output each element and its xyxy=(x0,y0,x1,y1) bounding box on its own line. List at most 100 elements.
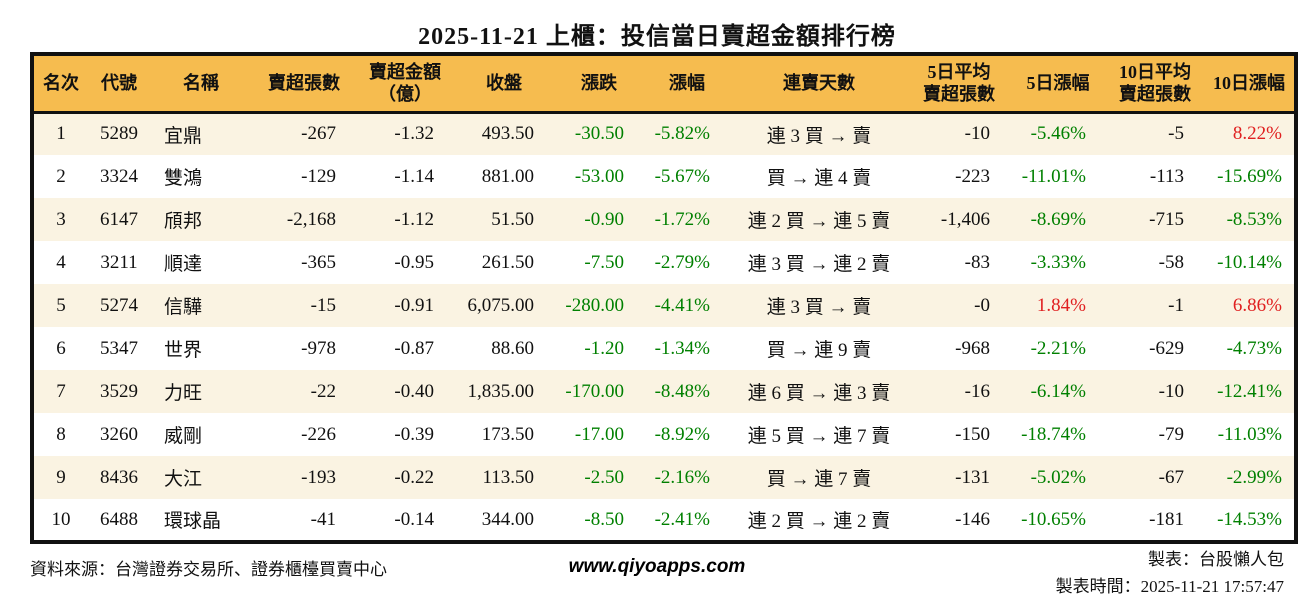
cell-stock-code: 5347 xyxy=(100,337,138,359)
cell-sell-amount: -0.22 xyxy=(394,466,434,488)
header-name: 名稱 xyxy=(183,73,219,93)
cell-pct-5d: -8.69% xyxy=(1030,208,1086,230)
cell-avg10-lots: -1 xyxy=(1168,294,1184,316)
credit-block: 製表：台股懶人包 製表時間：2025-11-21 17:57:47 xyxy=(1056,546,1284,600)
cell-avg5-lots: -1,406 xyxy=(940,208,990,230)
cell-sell-amount: -0.91 xyxy=(394,294,434,316)
cell-sell-lots: -267 xyxy=(301,123,336,145)
cell-avg10-lots: -58 xyxy=(1158,251,1184,273)
cell-pct-10d: -15.69% xyxy=(1217,165,1282,187)
cell-stock-name: 頎邦 xyxy=(164,211,203,232)
cell-stock-name: 力旺 xyxy=(164,383,203,404)
cell-pct-5d: -2.21% xyxy=(1030,337,1086,359)
cell-avg5-lots: -223 xyxy=(955,165,990,187)
header-pct-5d: 5日漲幅 xyxy=(1026,73,1090,93)
cell-avg5-lots: -968 xyxy=(955,337,990,359)
cell-avg5-lots: -83 xyxy=(964,251,990,273)
cell-pct-10d: -11.03% xyxy=(1217,423,1282,445)
cell-sell-amount: -1.14 xyxy=(394,165,434,187)
cell-change-pct: -1.34% xyxy=(654,337,710,359)
cell-sell-amount: -0.95 xyxy=(394,251,434,273)
header-change: 漲跌 xyxy=(581,73,617,93)
cell-sell-lots: -22 xyxy=(310,380,336,402)
ranking-table: 名次 代號 名稱 賣超張數 賣超金額 （億） 收盤 漲跌 漲幅 連賣天數 5日平… xyxy=(30,52,1298,544)
cell-avg5-lots: -131 xyxy=(955,466,990,488)
cell-rank: 2 xyxy=(56,165,66,187)
table-row: 6 5347 世界 -978 -0.87 88.60 -1.20 -1.34% … xyxy=(32,327,1296,370)
cell-avg5-lots: -10 xyxy=(964,123,990,145)
cell-close-price: 113.50 xyxy=(482,466,534,488)
cell-avg5-lots: -146 xyxy=(955,508,990,530)
cell-stock-code: 3324 xyxy=(100,165,138,187)
table-row: 2 3324 雙鴻 -129 -1.14 881.00 -53.00 -5.67… xyxy=(32,155,1296,198)
header-code: 代號 xyxy=(101,73,137,93)
cell-pct-10d: -8.53% xyxy=(1226,208,1282,230)
cell-pct-10d: -10.14% xyxy=(1217,251,1282,273)
table-row: 9 8436 大江 -193 -0.22 113.50 -2.50 -2.16%… xyxy=(32,456,1296,499)
cell-close-price: 493.50 xyxy=(481,123,534,145)
cell-change: -53.00 xyxy=(574,165,624,187)
cell-pct-10d: 6.86% xyxy=(1232,294,1282,316)
cell-change-pct: -8.48% xyxy=(654,380,710,402)
data-source-note: 資料來源：台灣證券交易所、證券櫃檯買賣中心 xyxy=(30,560,387,579)
cell-change-pct: -1.72% xyxy=(654,208,710,230)
cell-stock-name: 雙鴻 xyxy=(164,168,203,189)
cell-stock-name: 大江 xyxy=(164,469,203,490)
cell-stock-code: 6488 xyxy=(100,508,138,530)
table-row: 7 3529 力旺 -22 -0.40 1,835.00 -170.00 -8.… xyxy=(32,370,1296,413)
cell-sell-amount: -0.40 xyxy=(394,380,434,402)
cell-sell-lots: -41 xyxy=(310,508,336,530)
cell-change: -17.00 xyxy=(574,423,624,445)
cell-avg10-lots: -10 xyxy=(1158,380,1184,402)
table-row: 4 3211 順達 -365 -0.95 261.50 -7.50 -2.79%… xyxy=(32,241,1296,284)
cell-stock-code: 3211 xyxy=(100,251,138,273)
header-sell-lots: 賣超張數 xyxy=(268,73,340,93)
cell-change: -170.00 xyxy=(565,380,624,402)
cell-close-price: 6,075.00 xyxy=(467,294,535,316)
cell-close-price: 88.60 xyxy=(491,337,534,359)
cell-pct-5d: -10.65% xyxy=(1021,508,1086,530)
cell-stock-code: 8436 xyxy=(100,466,138,488)
cell-stock-name: 信驊 xyxy=(164,297,203,318)
cell-change: -7.50 xyxy=(584,251,624,273)
cell-sell-amount: -1.32 xyxy=(394,123,434,145)
cell-stock-code: 5274 xyxy=(100,294,138,316)
cell-avg5-lots: -0 xyxy=(974,294,990,316)
header-rank: 名次 xyxy=(43,73,79,93)
website-link[interactable]: www.qiyoapps.com xyxy=(568,556,746,577)
cell-sell-lots: -129 xyxy=(301,165,336,187)
cell-pct-5d: 1.84% xyxy=(1036,294,1086,316)
table-row: 10 6488 環球晶 -41 -0.14 344.00 -8.50 -2.41… xyxy=(32,499,1296,542)
cell-rank: 4 xyxy=(56,251,66,273)
cell-change: -2.50 xyxy=(584,466,624,488)
table-header-row: 名次 代號 名稱 賣超張數 賣超金額 （億） 收盤 漲跌 漲幅 連賣天數 5日平… xyxy=(32,54,1296,112)
cell-sell-streak: 買 → 連 4 賣 xyxy=(766,168,872,189)
cell-pct-5d: -3.33% xyxy=(1030,251,1086,273)
cell-pct-10d: -14.53% xyxy=(1217,508,1282,530)
cell-stock-code: 5289 xyxy=(100,123,138,145)
cell-sell-streak: 連 2 買 → 連 5 賣 xyxy=(747,211,891,232)
cell-sell-amount: -1.12 xyxy=(394,208,434,230)
cell-sell-lots: -193 xyxy=(301,466,336,488)
cell-pct-5d: -5.02% xyxy=(1030,466,1086,488)
cell-sell-lots: -978 xyxy=(301,337,336,359)
cell-rank: 8 xyxy=(56,423,66,445)
header-avg10-lots: 10日平均 賣超張數 xyxy=(1119,61,1191,105)
cell-sell-lots: -226 xyxy=(301,423,336,445)
cell-avg10-lots: -79 xyxy=(1158,423,1184,445)
cell-change-pct: -5.82% xyxy=(654,123,710,145)
cell-stock-name: 宜鼎 xyxy=(164,125,203,147)
cell-pct-10d: 8.22% xyxy=(1232,123,1282,145)
cell-change-pct: -2.41% xyxy=(654,508,710,530)
cell-avg10-lots: -67 xyxy=(1158,466,1184,488)
cell-change-pct: -5.67% xyxy=(654,165,710,187)
cell-sell-amount: -0.39 xyxy=(394,423,434,445)
cell-sell-streak: 連 3 買 → 連 2 賣 xyxy=(747,254,891,275)
cell-avg10-lots: -181 xyxy=(1149,508,1184,530)
cell-sell-lots: -15 xyxy=(310,294,336,316)
cell-sell-streak: 買 → 連 7 賣 xyxy=(766,469,872,490)
cell-change: -30.50 xyxy=(574,123,624,145)
cell-close-price: 344.00 xyxy=(481,508,534,530)
header-avg5-lots: 5日平均 賣超張數 xyxy=(923,61,995,105)
page-title: 2025-11-21 上櫃：投信當日賣超金額排行榜 xyxy=(418,24,896,50)
